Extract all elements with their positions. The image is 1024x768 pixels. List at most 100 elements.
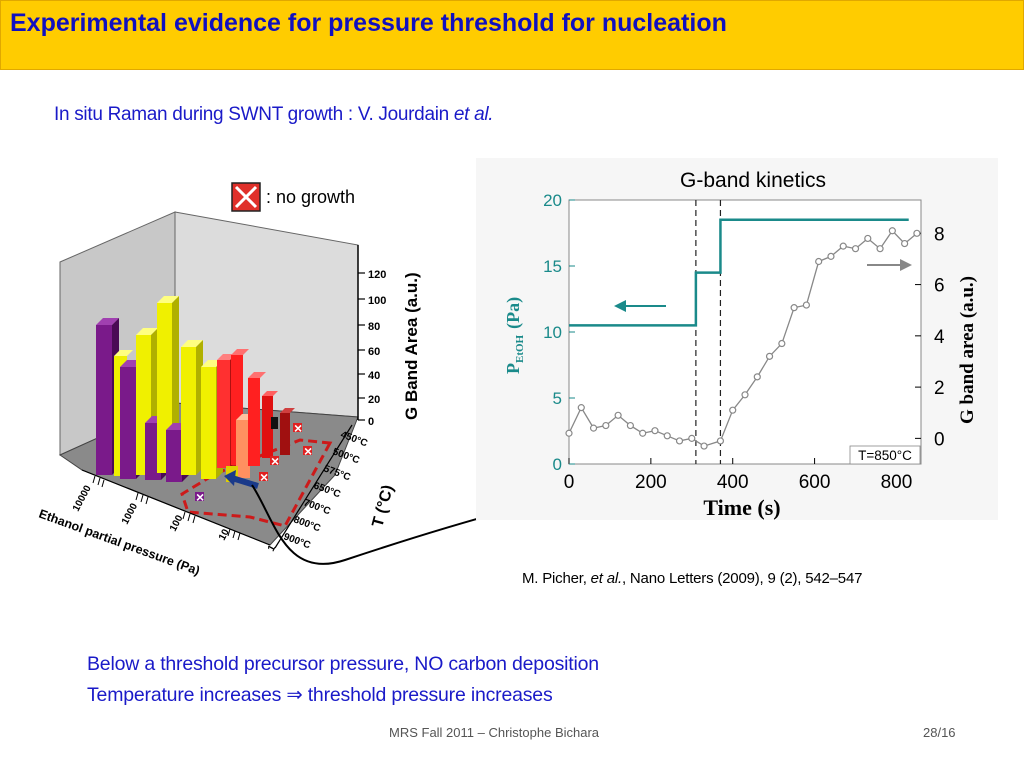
gband-point	[639, 429, 647, 437]
gband-point	[778, 339, 786, 348]
annotation-box	[849, 445, 921, 465]
no-growth-legend: : no growth	[231, 182, 355, 212]
citation-italic: et al.	[590, 570, 623, 587]
p-tick: 10000	[71, 483, 94, 513]
bullet-2: Temperature increases ⇒ threshold pressu…	[87, 684, 553, 706]
t-axis-label: T (°C)	[369, 483, 397, 529]
gband-point	[790, 304, 798, 312]
subtitle-italic: et al.	[453, 104, 494, 125]
gband-point	[864, 234, 872, 243]
gband-point	[753, 373, 761, 381]
gband-point	[716, 437, 725, 445]
x-tick-label: 800	[881, 472, 913, 493]
gband-point	[851, 245, 860, 253]
citation: M. Picher, et al., Nano Letters (2009), …	[522, 570, 862, 587]
gband-axis-arrowhead	[900, 259, 912, 271]
z-tick: 0	[368, 416, 374, 428]
gband-point	[888, 227, 896, 235]
x-tick-label: 600	[799, 472, 831, 493]
y-right-label: G band area (a.u.)	[957, 276, 978, 424]
title-bar: Experimental evidence for pressure thres…	[0, 0, 1024, 70]
y-left-symbol: P	[503, 363, 523, 374]
y-left-label: PEtOH (Pa)	[503, 297, 526, 374]
y-left-unit: (Pa)	[503, 297, 524, 329]
gband-point	[765, 352, 774, 360]
svg-text:×: ×	[260, 469, 268, 485]
cross-mark	[234, 185, 258, 209]
y-left-tick-label: 5	[553, 389, 562, 408]
bar	[262, 391, 278, 458]
slide-title: Experimental evidence for pressure thres…	[10, 9, 727, 37]
t-tick: 800°C	[292, 514, 322, 534]
y-left-sub: EtOH	[514, 334, 526, 363]
svg-text:×: ×	[196, 489, 204, 505]
gband-point	[729, 406, 737, 414]
gband-point	[614, 411, 622, 419]
z-axis: 0 20 40 60 80 100 120 G Band Area (a.u.)	[357, 245, 421, 428]
gband-point	[802, 301, 810, 309]
bar	[248, 372, 266, 466]
footer-left: MRS Fall 2011 – Christophe Bichara	[389, 725, 600, 740]
bar	[181, 340, 203, 475]
gband-point	[626, 421, 634, 430]
no-growth-label: : no growth	[266, 187, 355, 207]
gband-point	[565, 429, 573, 437]
y-right-tick-label: 6	[934, 276, 945, 297]
chart-title: G-band kinetics	[680, 169, 826, 192]
citation-author: M. Picher,	[522, 570, 591, 587]
y-right-tick-label: 4	[934, 327, 945, 348]
svg-text:×: ×	[304, 443, 312, 459]
gband-point	[901, 239, 909, 248]
z-tick: 40	[368, 370, 380, 382]
gband-point	[913, 229, 921, 237]
z-tick: 100	[368, 295, 386, 307]
plot-frame	[568, 199, 922, 465]
y-right-tick-label: 8	[934, 224, 945, 245]
z-axis-label: G Band Area (a.u.)	[402, 272, 421, 420]
bars	[96, 296, 295, 482]
y-right-tick-label: 2	[934, 378, 945, 399]
x-tick-label: 400	[717, 472, 749, 493]
svg-text:×: ×	[294, 420, 302, 436]
x-tick-label: 0	[564, 472, 575, 493]
y-right-tick-label: 0	[934, 429, 945, 450]
gband-point	[876, 245, 884, 253]
y-left-tick-label: 20	[543, 191, 562, 210]
threshold-arrow-head	[224, 470, 236, 486]
z-tick: 80	[368, 321, 380, 333]
page-number: 28/16	[923, 725, 956, 740]
p-tick: 100	[168, 513, 186, 533]
z-tick: 20	[368, 394, 380, 406]
z-tick: 120	[368, 269, 386, 281]
gband-point	[577, 404, 585, 412]
subtitle-main: In situ Raman during SWNT growth : V. Jo…	[54, 104, 454, 125]
y-left-tick-label: 10	[543, 323, 562, 342]
temperature-annotation: T=850°C	[858, 448, 912, 463]
gband-point	[700, 442, 708, 450]
t-tick: 700°C	[302, 497, 332, 517]
p-tick: 1000	[120, 501, 140, 526]
bar	[280, 408, 295, 455]
t-tick: 900°C	[282, 531, 312, 551]
gband-point	[663, 432, 671, 440]
gband-point	[815, 257, 823, 266]
svg-text:PEtOH(Pa): PEtOH (Pa)	[503, 297, 526, 374]
no-growth-markers: × × × × ×	[195, 420, 312, 505]
bullet-1: Below a threshold precursor pressure, NO…	[87, 653, 599, 675]
bar3d-figure: : no growth 0 20 40 60 80 100 120 G Band…	[37, 182, 421, 578]
x-tick-label: 200	[635, 472, 667, 493]
y-left-tick-label: 15	[543, 257, 562, 276]
gband-point	[675, 437, 684, 445]
gband-point	[589, 424, 598, 432]
x-label: Time (s)	[703, 495, 780, 520]
gband-point	[839, 242, 847, 250]
svg-text:×: ×	[271, 453, 279, 469]
pressure-axis-arrowhead	[614, 300, 626, 312]
gband-point	[741, 391, 749, 399]
gband-point	[651, 427, 659, 435]
slide-subtitle: In situ Raman during SWNT growth : V. Jo…	[54, 104, 494, 126]
citation-rest: , Nano Letters (2009), 9 (2), 542–547	[621, 570, 863, 587]
z-tick: 60	[368, 346, 380, 358]
y-left-tick-label: 0	[553, 455, 562, 474]
bar	[271, 417, 278, 429]
